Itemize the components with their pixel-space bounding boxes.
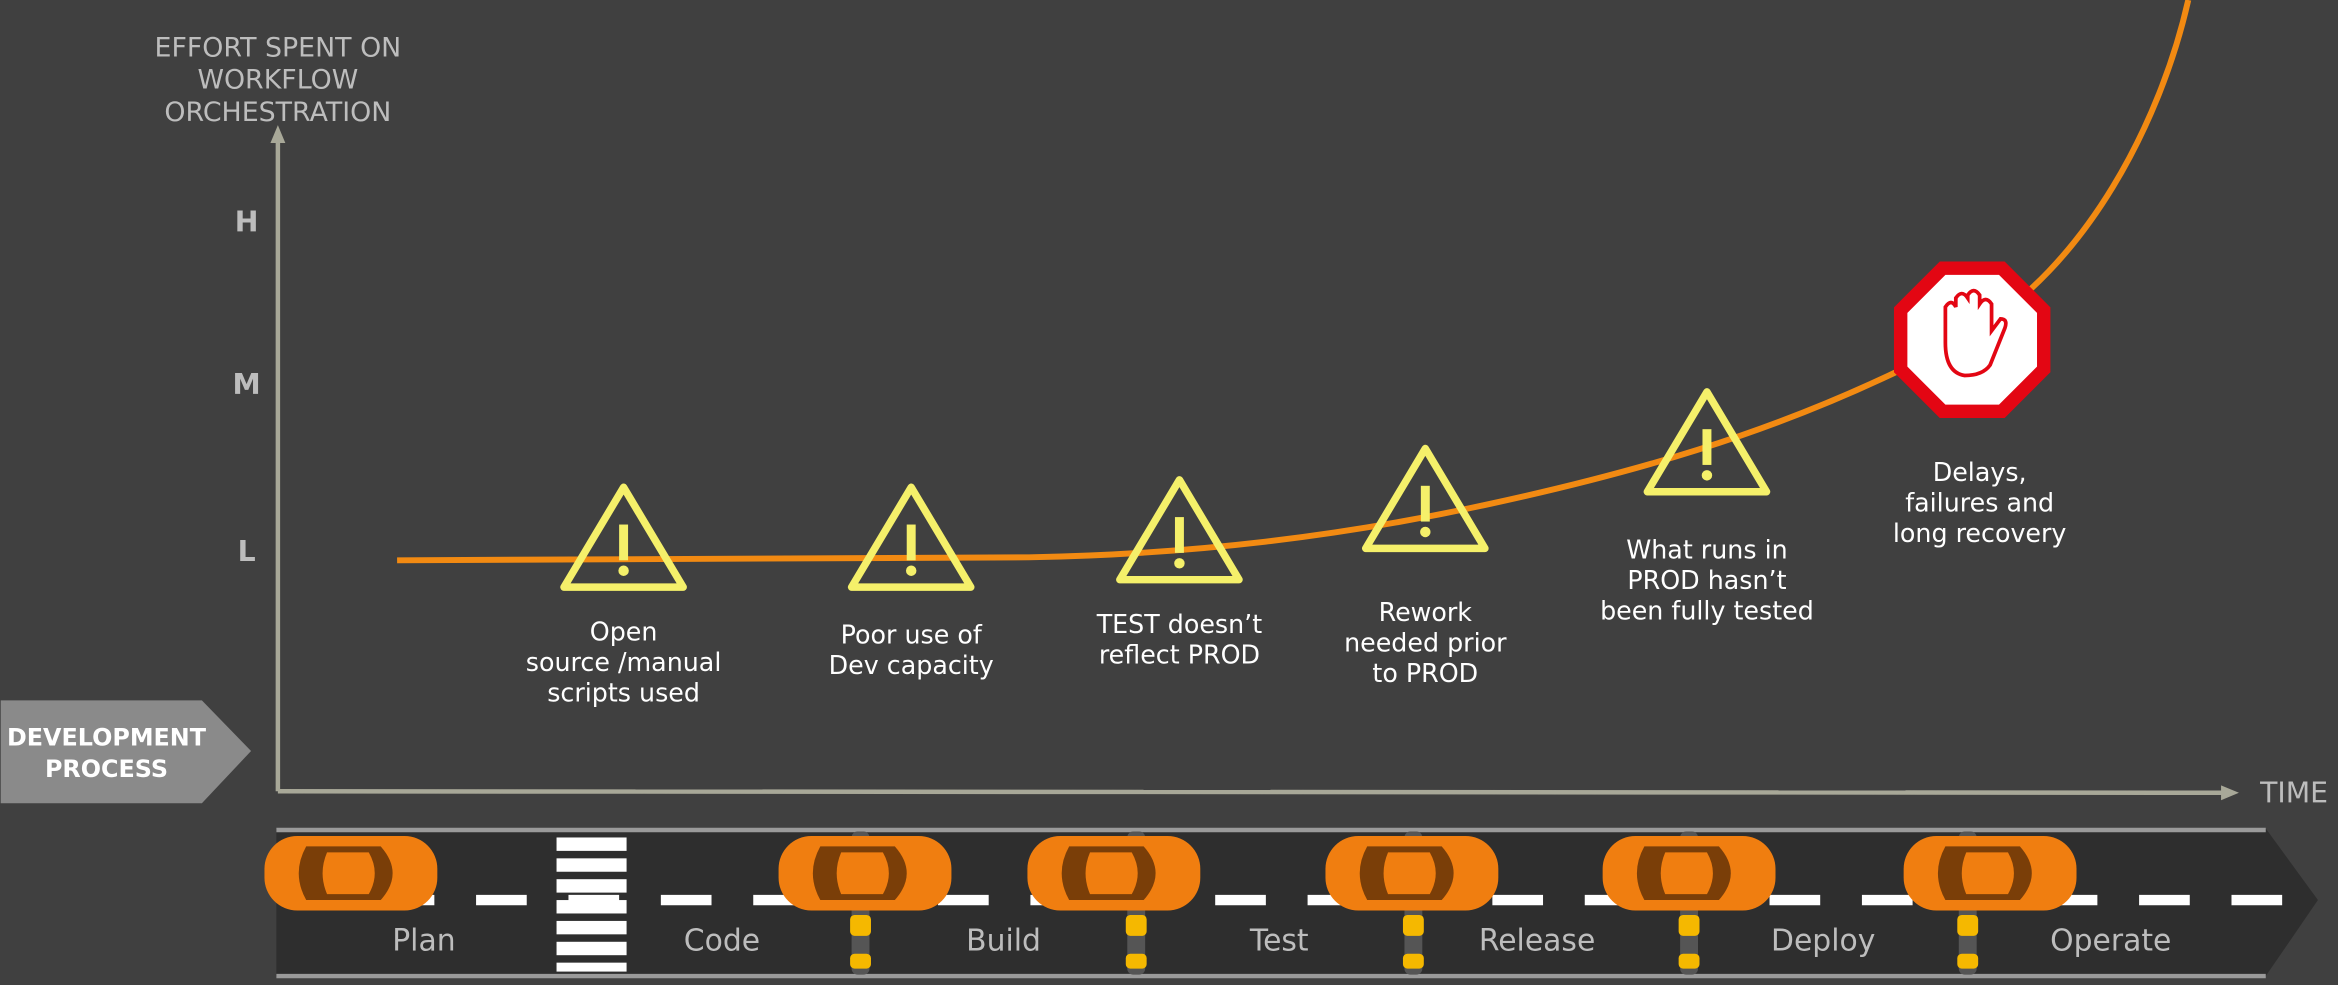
warning-sign bbox=[1643, 388, 1771, 496]
warning-label: PROD hasn’t bbox=[1627, 565, 1786, 595]
warning-sign bbox=[1116, 476, 1243, 584]
warning-sign bbox=[847, 483, 975, 591]
y-tick-label: H bbox=[235, 206, 259, 239]
warning-label: source /manual bbox=[526, 647, 722, 677]
warning-dot bbox=[1701, 470, 1713, 481]
warning-label: TEST doesn’t bbox=[1096, 609, 1263, 639]
x-label: TIME bbox=[2259, 776, 2328, 809]
warning-label: What runs in bbox=[1626, 534, 1787, 564]
warning-label: needed prior bbox=[1344, 627, 1507, 657]
stop-label: failures and bbox=[1905, 487, 2054, 517]
stage-label: Build bbox=[966, 923, 1041, 958]
car-roof bbox=[322, 852, 375, 895]
warning-bang bbox=[906, 524, 916, 561]
stop-hand bbox=[1943, 288, 2008, 378]
stage-label: Test bbox=[1249, 923, 1309, 958]
warning-dot bbox=[1174, 558, 1185, 569]
stage-label: Deploy bbox=[1771, 923, 1875, 958]
bollard-band bbox=[1957, 914, 1979, 936]
car-roof bbox=[1085, 852, 1138, 895]
car-roof bbox=[1660, 852, 1713, 895]
bollard-band bbox=[1402, 953, 1424, 969]
warning-label: Open bbox=[590, 616, 658, 646]
y-arrow bbox=[270, 125, 286, 144]
y-axis-label: EFFORT SPENT ON bbox=[155, 33, 402, 64]
x-arrow bbox=[2221, 785, 2239, 801]
y-axis-label: WORKFLOW bbox=[197, 65, 358, 96]
process-arrow bbox=[0, 700, 252, 804]
warning-bang bbox=[1174, 517, 1184, 553]
warning-sign bbox=[1361, 444, 1489, 553]
warning-bang bbox=[1702, 429, 1712, 465]
warning-bang bbox=[619, 524, 629, 561]
warning-label: been fully tested bbox=[1600, 595, 1814, 625]
process-label: DEVELOPMENT bbox=[7, 724, 207, 752]
warning-label: Rework bbox=[1379, 597, 1473, 627]
bollard-band bbox=[1402, 914, 1424, 936]
bollard-band bbox=[1957, 953, 1979, 969]
warning-bang bbox=[1420, 485, 1430, 522]
x-axis bbox=[277, 789, 2226, 796]
y-axis-label: ORCHESTRATION bbox=[164, 97, 391, 128]
bollard-band bbox=[1678, 914, 1700, 936]
warning-label: scripts used bbox=[547, 677, 700, 707]
stop-label: Delays, bbox=[1933, 457, 2027, 487]
bollard-band bbox=[850, 914, 871, 936]
stop-label: long recovery bbox=[1893, 518, 2067, 548]
car-roof bbox=[1383, 852, 1436, 895]
car-roof bbox=[1961, 852, 2014, 895]
y-tick-label: L bbox=[238, 535, 256, 568]
bollard-band bbox=[1125, 953, 1147, 969]
warning-dot bbox=[905, 565, 917, 576]
stage-label: Code bbox=[684, 923, 760, 958]
warning-sign bbox=[560, 483, 687, 591]
warning-label: reflect PROD bbox=[1099, 639, 1260, 669]
warning-dot bbox=[618, 565, 629, 576]
car-roof bbox=[836, 852, 889, 895]
stage-label: Plan bbox=[392, 923, 455, 958]
crosswalk bbox=[556, 837, 627, 972]
stage-label: Operate bbox=[2050, 923, 2171, 958]
bollard-band bbox=[1678, 953, 1700, 969]
warning-dot bbox=[1420, 526, 1431, 538]
bollard-band bbox=[850, 953, 871, 969]
effort-curve bbox=[397, 0, 2192, 564]
warning-label: Poor use of bbox=[841, 619, 983, 649]
stage-label: Release bbox=[1479, 923, 1595, 958]
y-tick-label: M bbox=[233, 368, 261, 401]
process-label: PROCESS bbox=[45, 755, 168, 783]
warning-label: Dev capacity bbox=[829, 650, 994, 680]
bollard-band bbox=[1125, 914, 1147, 936]
warning-label: to PROD bbox=[1372, 658, 1478, 688]
